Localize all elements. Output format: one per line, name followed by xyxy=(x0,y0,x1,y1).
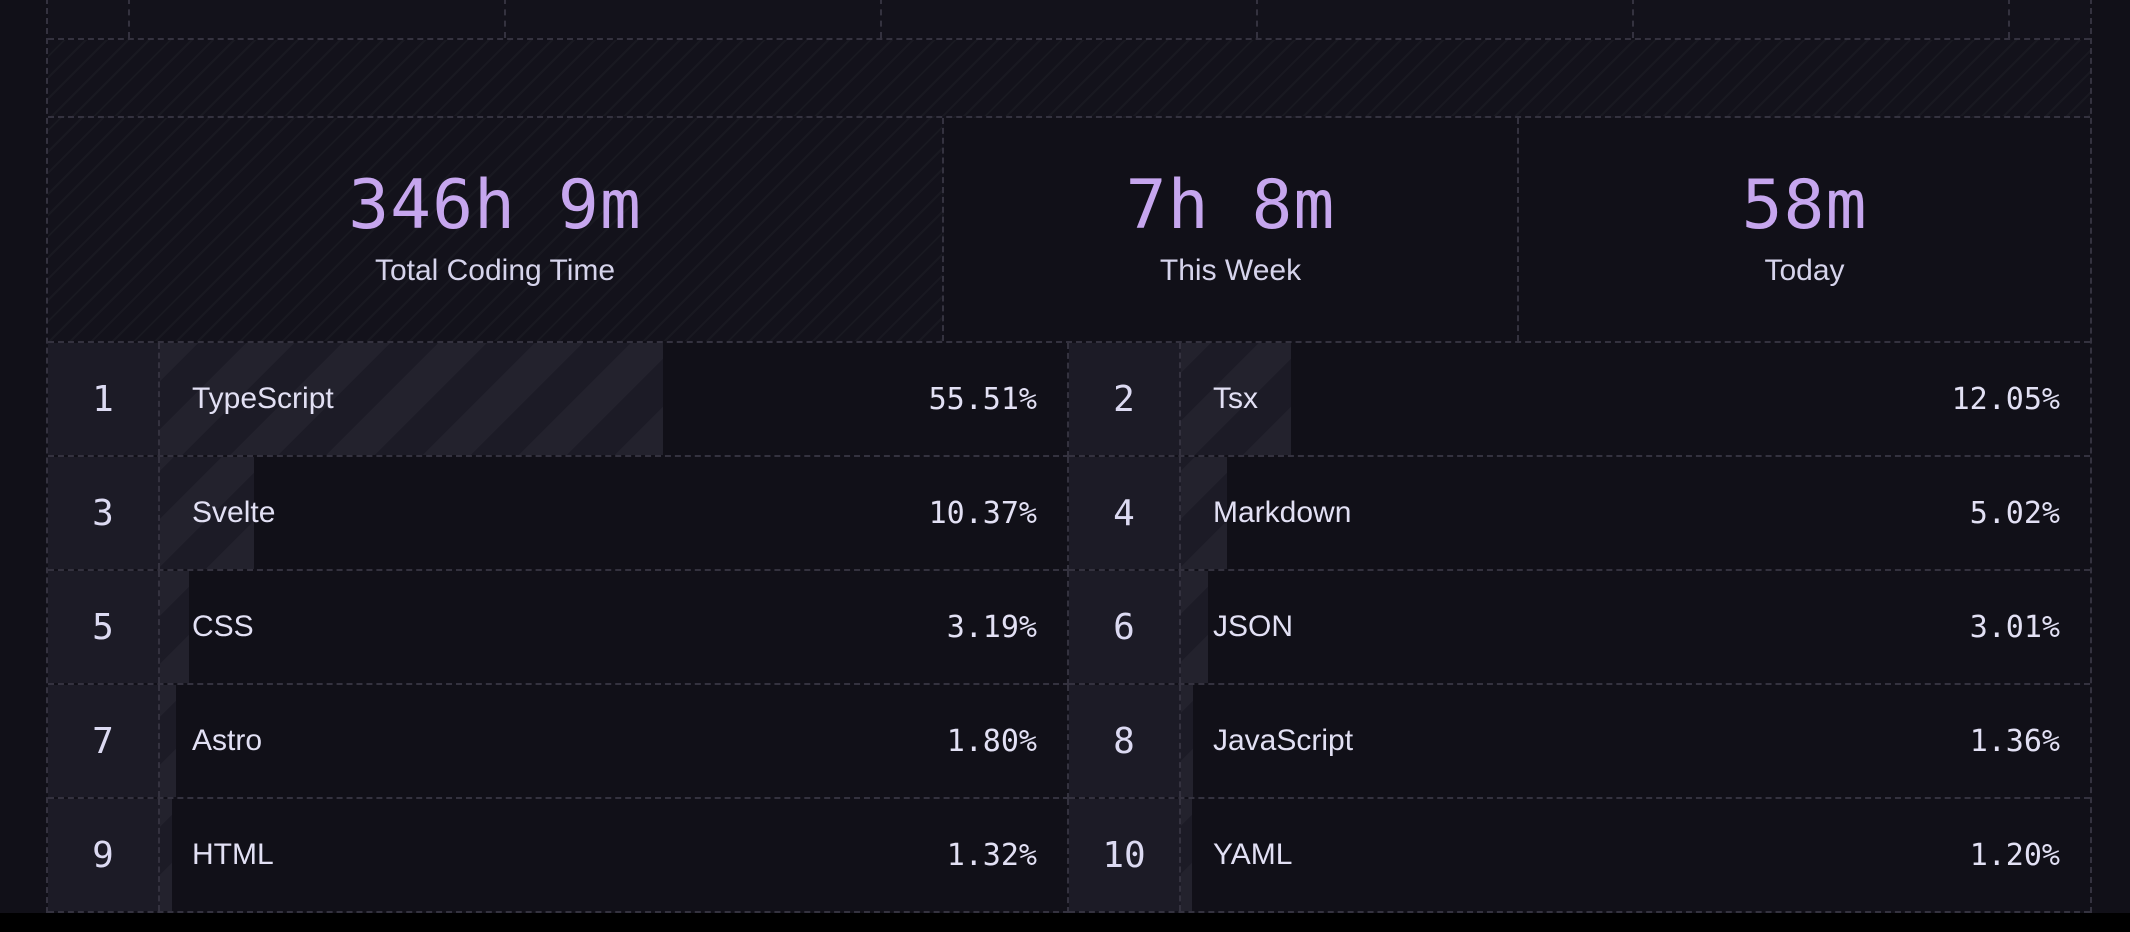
language-body: Svelte 10.37% xyxy=(160,457,1067,569)
stat-total-label: Total Coding Time xyxy=(374,253,616,287)
stat-today: 58m Today xyxy=(1519,118,2090,341)
stat-week-value: 7h 8m xyxy=(1125,165,1336,245)
language-rank: 1 xyxy=(48,343,160,455)
language-percent: 12.05% xyxy=(1951,381,2060,417)
top-strip-cell xyxy=(2010,0,2090,38)
language-percent: 1.80% xyxy=(946,723,1037,759)
language-share-bar xyxy=(160,799,172,911)
language-body: Tsx 12.05% xyxy=(1181,343,2090,455)
language-body: YAML 1.20% xyxy=(1181,799,2090,911)
language-name: CSS xyxy=(192,610,254,643)
language-row: 3 Svelte 10.37% xyxy=(48,457,1069,571)
stat-total: 346h 9m Total Coding Time xyxy=(48,118,944,341)
language-rank: 2 xyxy=(1069,343,1181,455)
language-percent: 5.02% xyxy=(1969,495,2060,531)
language-share-bar xyxy=(160,685,177,797)
language-percent: 1.32% xyxy=(946,837,1037,873)
stat-week: 7h 8m This Week xyxy=(944,118,1519,341)
language-percent: 10.37% xyxy=(928,495,1037,531)
language-name: Astro xyxy=(192,724,263,757)
language-body: TypeScript 55.51% xyxy=(160,343,1067,455)
language-body: HTML 1.32% xyxy=(160,799,1067,911)
language-name: Markdown xyxy=(1213,496,1352,529)
language-body: CSS 3.19% xyxy=(160,571,1067,683)
language-rank: 4 xyxy=(1069,457,1181,569)
language-name: YAML xyxy=(1213,838,1293,871)
dashboard-frame: 346h 9m Total Coding Time 7h 8m This Wee… xyxy=(46,0,2092,913)
language-rank: 6 xyxy=(1069,571,1181,683)
language-name: JavaScript xyxy=(1213,724,1354,757)
language-name: TypeScript xyxy=(192,382,334,415)
language-share-bar xyxy=(1181,343,1291,455)
language-name: HTML xyxy=(192,838,274,871)
language-name: Svelte xyxy=(192,496,276,529)
language-share-bar xyxy=(1181,571,1209,683)
language-percent: 1.20% xyxy=(1969,837,2060,873)
language-rank: 9 xyxy=(48,799,160,911)
language-rank: 10 xyxy=(1069,799,1181,911)
language-rank: 5 xyxy=(48,571,160,683)
bottom-bar xyxy=(0,913,2130,932)
language-name: Tsx xyxy=(1213,382,1258,415)
top-strip-cell xyxy=(1634,0,2010,38)
language-name: JSON xyxy=(1213,610,1294,643)
top-strip xyxy=(48,0,2090,40)
top-strip-cell xyxy=(882,0,1258,38)
stat-today-label: Today xyxy=(1764,253,1845,287)
language-share-bar xyxy=(160,457,255,569)
language-row: 10 YAML 1.20% xyxy=(1069,799,2090,913)
language-rank: 7 xyxy=(48,685,160,797)
language-row: 6 JSON 3.01% xyxy=(1069,571,2090,685)
language-row: 2 Tsx 12.05% xyxy=(1069,343,2090,457)
language-percent: 55.51% xyxy=(928,381,1037,417)
language-body: Markdown 5.02% xyxy=(1181,457,2090,569)
language-row: 4 Markdown 5.02% xyxy=(1069,457,2090,571)
language-row: 8 JavaScript 1.36% xyxy=(1069,685,2090,799)
language-body: Astro 1.80% xyxy=(160,685,1067,797)
language-share-bar xyxy=(160,571,189,683)
top-strip-cell xyxy=(48,0,130,38)
top-strip-cell xyxy=(130,0,506,38)
language-row: 1 TypeScript 55.51% xyxy=(48,343,1069,457)
hatched-band xyxy=(48,40,2090,118)
language-percent: 1.36% xyxy=(1969,723,2060,759)
stat-today-value: 58m xyxy=(1741,165,1868,245)
stat-total-value: 346h 9m xyxy=(348,165,642,245)
language-share-bar xyxy=(160,343,664,455)
language-rank: 8 xyxy=(1069,685,1181,797)
language-share-bar xyxy=(1181,685,1194,797)
language-body: JavaScript 1.36% xyxy=(1181,685,2090,797)
language-percent: 3.19% xyxy=(946,609,1037,645)
language-row: 9 HTML 1.32% xyxy=(48,799,1069,913)
language-percent: 3.01% xyxy=(1969,609,2060,645)
language-row: 7 Astro 1.80% xyxy=(48,685,1069,799)
language-share-bar xyxy=(1181,799,1192,911)
language-grid: 1 TypeScript 55.51% 2 Tsx 12.05% 3 Svelt… xyxy=(48,343,2090,913)
language-rank: 3 xyxy=(48,457,160,569)
stat-week-label: This Week xyxy=(1159,253,1302,287)
stats-row: 346h 9m Total Coding Time 7h 8m This Wee… xyxy=(48,118,2090,343)
top-strip-cell xyxy=(506,0,882,38)
language-row: 5 CSS 3.19% xyxy=(48,571,1069,685)
language-share-bar xyxy=(1181,457,1227,569)
top-strip-cell xyxy=(1258,0,1634,38)
language-body: JSON 3.01% xyxy=(1181,571,2090,683)
